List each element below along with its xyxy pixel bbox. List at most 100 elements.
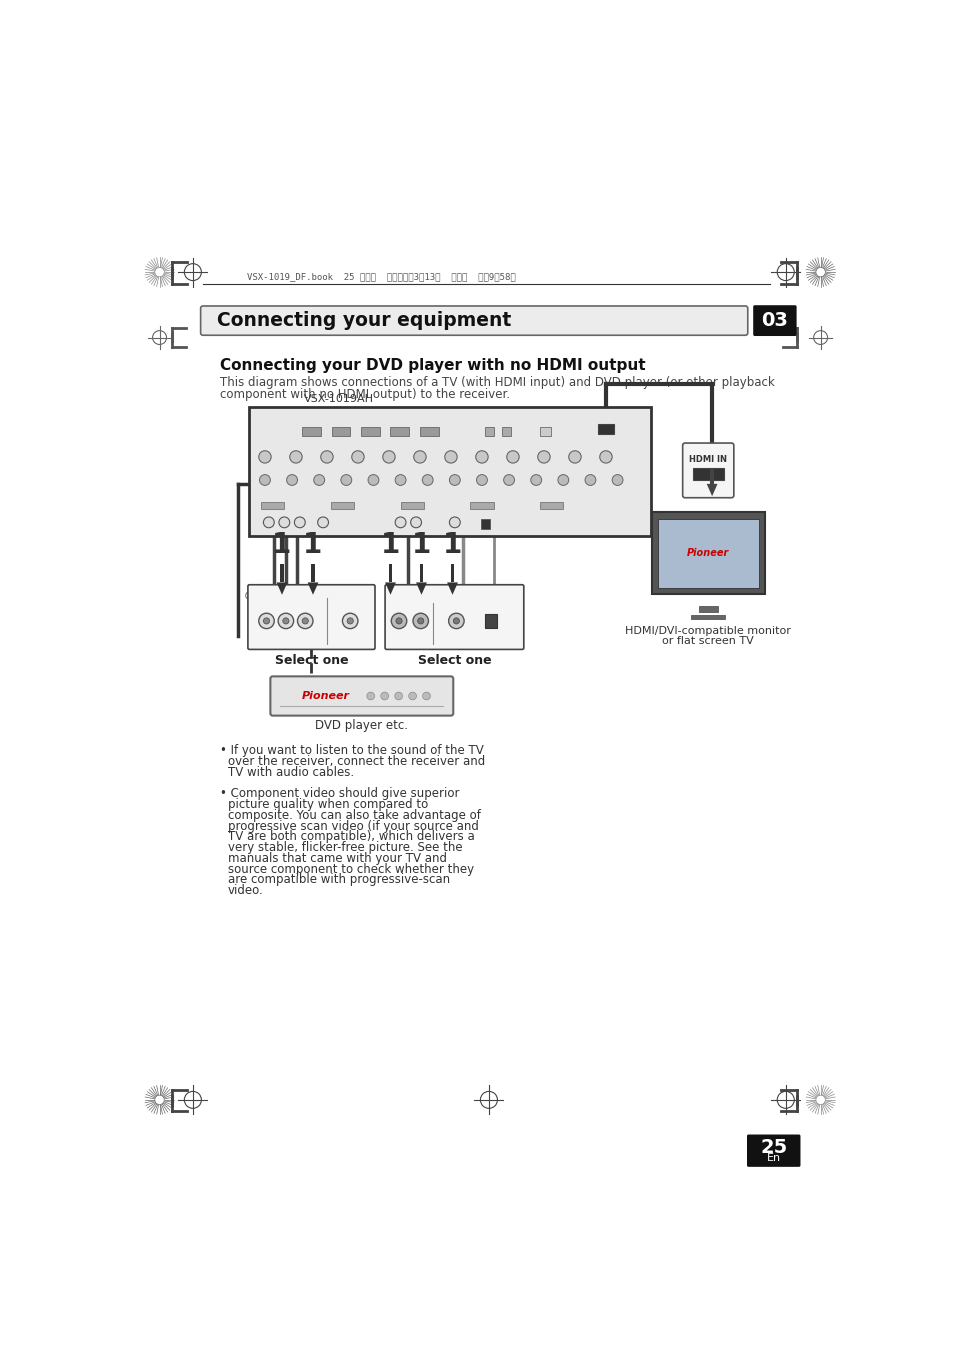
Bar [651, 513, 764, 594]
Circle shape [263, 517, 274, 528]
Bar [598, 424, 613, 433]
Circle shape [395, 618, 402, 624]
Text: VSX-1019_DF.book  25 ページ  ２００９年3月13日  金曜日  午前9時58分: VSX-1019_DF.book 25 ページ ２００９年3月13日 金曜日 午… [247, 273, 516, 281]
FancyBboxPatch shape [753, 305, 796, 336]
Text: picture quality when compared to: picture quality when compared to [228, 798, 428, 811]
Circle shape [314, 475, 324, 486]
Circle shape [448, 613, 464, 629]
Circle shape [340, 475, 352, 486]
Circle shape [410, 517, 421, 528]
Text: manuals that came with your TV and: manuals that came with your TV and [228, 852, 446, 865]
Bar [658, 518, 758, 587]
Circle shape [302, 618, 308, 624]
FancyBboxPatch shape [200, 306, 747, 335]
Bar [450, 564, 454, 582]
Polygon shape [276, 582, 287, 595]
Bar [692, 467, 723, 481]
Bar [302, 427, 320, 436]
Circle shape [347, 618, 353, 624]
Text: TV with audio cables.: TV with audio cables. [228, 765, 354, 779]
Circle shape [815, 1095, 824, 1104]
Text: 1: 1 [273, 532, 292, 559]
Text: composite. You can also take advantage of: composite. You can also take advantage o… [228, 809, 480, 822]
Circle shape [286, 475, 297, 486]
Text: Pioneer: Pioneer [302, 691, 350, 701]
Bar [691, 614, 724, 618]
FancyBboxPatch shape [270, 676, 453, 716]
Circle shape [395, 517, 406, 528]
Circle shape [422, 475, 433, 486]
Text: 1: 1 [442, 532, 461, 559]
Text: 1: 1 [380, 532, 399, 559]
Text: • If you want to listen to the sound of the TV: • If you want to listen to the sound of … [220, 744, 483, 757]
Text: progressive scan video (if your source and: progressive scan video (if your source a… [228, 819, 478, 833]
Text: This diagram shows connections of a TV (with HDMI input) and DVD player (or othe: This diagram shows connections of a TV (… [220, 377, 774, 389]
Text: R ANALOG L: R ANALOG L [386, 593, 433, 602]
Bar [249, 406, 650, 536]
Circle shape [294, 517, 305, 528]
Circle shape [380, 693, 388, 699]
Bar [539, 427, 550, 436]
Bar [419, 427, 438, 436]
Text: HDMI/DVI-compatible monitor: HDMI/DVI-compatible monitor [624, 626, 790, 636]
Circle shape [453, 618, 459, 624]
Text: Pioneer: Pioneer [686, 548, 729, 558]
Circle shape [444, 451, 456, 463]
Bar [709, 470, 713, 483]
Bar [360, 427, 379, 436]
FancyBboxPatch shape [248, 585, 375, 649]
Polygon shape [416, 582, 427, 595]
Circle shape [417, 618, 423, 624]
Circle shape [258, 613, 274, 629]
Text: over the receiver, connect the receiver and: over the receiver, connect the receiver … [228, 755, 484, 768]
Text: VIDEO OUT: VIDEO OUT [329, 593, 371, 602]
Circle shape [558, 475, 568, 486]
Text: 1: 1 [303, 532, 322, 559]
Text: COMPONENT VIDEO OUT: COMPONENT VIDEO OUT [245, 593, 338, 602]
Circle shape [263, 618, 270, 624]
Text: DIGITAL OUT: DIGITAL OUT [424, 598, 472, 608]
Bar [484, 614, 497, 628]
Circle shape [297, 613, 313, 629]
Text: Y: Y [303, 630, 307, 636]
Circle shape [154, 1095, 164, 1104]
Text: En: En [766, 1153, 780, 1162]
Bar [501, 427, 511, 436]
Text: or flat screen TV: or flat screen TV [661, 636, 753, 647]
Polygon shape [385, 582, 395, 595]
Text: HDMI IN: HDMI IN [688, 455, 726, 463]
Bar [331, 502, 354, 509]
Bar [311, 564, 314, 582]
Circle shape [258, 451, 271, 463]
Circle shape [568, 451, 580, 463]
Bar [390, 427, 409, 436]
Text: are compatible with progressive-scan: are compatible with progressive-scan [228, 873, 450, 887]
Bar [332, 427, 350, 436]
Text: Select one: Select one [274, 653, 348, 667]
Circle shape [503, 475, 514, 486]
Text: VSX-1019AH: VSX-1019AH [303, 394, 374, 404]
Circle shape [395, 475, 406, 486]
Text: COAXIAL: COAXIAL [439, 593, 473, 602]
Circle shape [612, 475, 622, 486]
Text: Pr: Pr [283, 630, 288, 636]
Circle shape [320, 451, 333, 463]
Circle shape [352, 451, 364, 463]
Text: AUDIO OUT: AUDIO OUT [388, 598, 431, 608]
Text: 03: 03 [760, 310, 787, 331]
FancyBboxPatch shape [746, 1134, 800, 1166]
Circle shape [278, 517, 290, 528]
Bar [470, 502, 493, 509]
Bar [261, 502, 284, 509]
Text: DVD player etc.: DVD player etc. [315, 720, 408, 733]
Bar [280, 564, 284, 582]
Text: Connecting your equipment: Connecting your equipment [216, 310, 511, 331]
Polygon shape [307, 582, 318, 595]
FancyBboxPatch shape [682, 443, 733, 498]
Circle shape [414, 451, 426, 463]
Text: Pb: Pb [263, 630, 270, 636]
FancyBboxPatch shape [385, 585, 523, 649]
Circle shape [259, 475, 270, 486]
Circle shape [584, 475, 596, 486]
Circle shape [537, 451, 550, 463]
